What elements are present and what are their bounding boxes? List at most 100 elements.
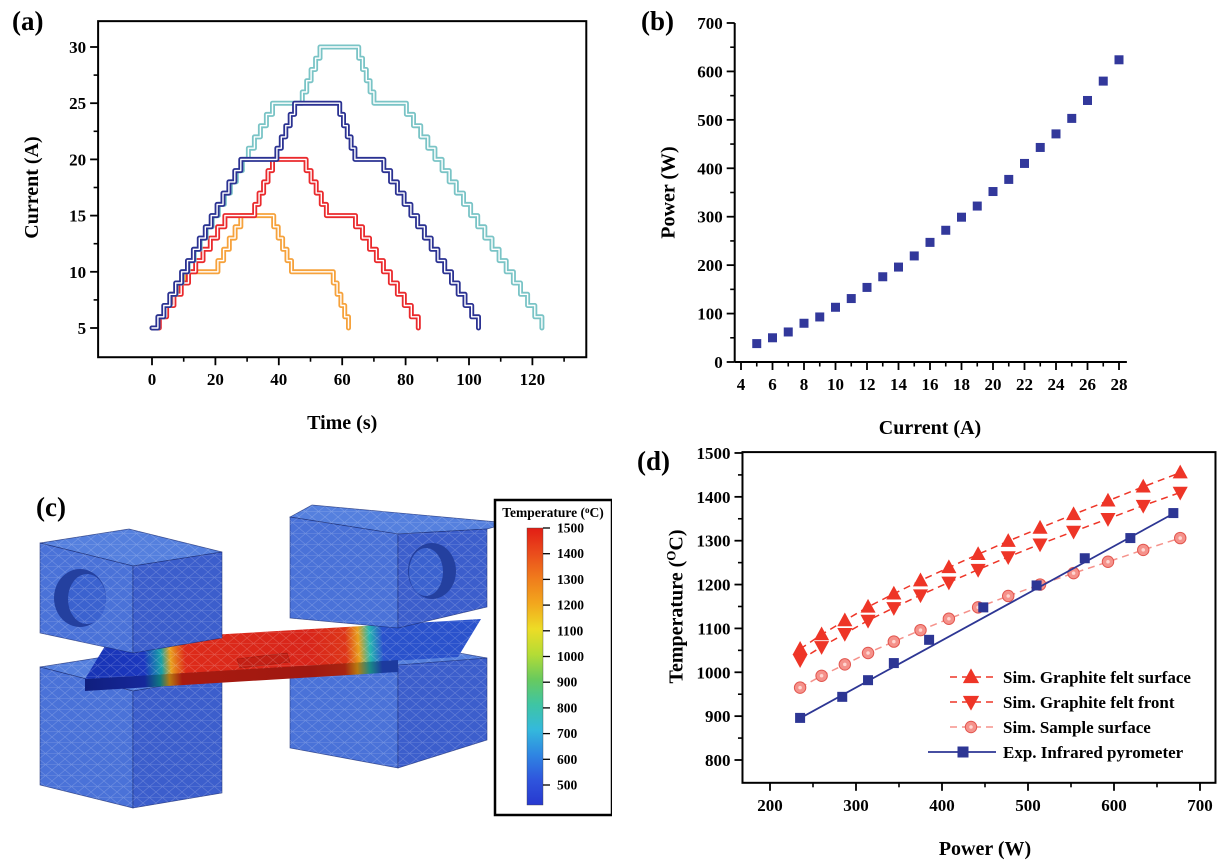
colorbar-tick-label: 600 <box>557 752 578 767</box>
series-25-a-cycle <box>149 100 481 331</box>
triangle-down-marker <box>1100 513 1116 527</box>
square-marker <box>795 712 806 723</box>
legend-entry: Exp. Infrared pyrometer <box>928 743 1184 762</box>
x-tick-label: 700 <box>1187 796 1213 815</box>
triangle-up-marker <box>941 559 957 574</box>
y-axis-title: Power (W) <box>658 146 680 238</box>
triangle-down-marker <box>941 576 957 591</box>
legend-label: Sim. Graphite felt front <box>1003 693 1175 712</box>
y-axis-title: Temperature (OC) <box>663 529 687 683</box>
triangle-down-marker <box>912 589 929 604</box>
y-tick-label: 30 <box>69 38 86 57</box>
colorbar-tick-label: 1100 <box>557 623 584 638</box>
x-tick-label: 0 <box>148 370 157 389</box>
triangle-down-marker <box>814 641 830 655</box>
square-marker <box>752 339 762 349</box>
triangle-up-marker <box>837 612 853 627</box>
chart-power-vs-current: 4 6 8 10 12 14 16 18 20 22 24 26 28 0 100 200 300 400 500 6… <box>658 14 1128 439</box>
tick-marks <box>726 22 1120 370</box>
scatter-power-vs-current <box>752 55 1124 349</box>
triangle-up-marker <box>792 640 808 655</box>
legend-label: Sim. Sample surface <box>1003 718 1151 737</box>
square-marker <box>1031 580 1042 591</box>
square-marker <box>957 212 966 222</box>
series-20-a-cycle <box>149 156 421 331</box>
triangle-down-marker <box>837 627 853 642</box>
y-tick-label: 1300 <box>696 532 730 551</box>
x-tick-label: 100 <box>456 370 482 389</box>
x-axis-title: Power (W) <box>939 838 1031 860</box>
y-tick-label: 100 <box>697 305 723 324</box>
panel-b-label: (b) <box>641 6 674 36</box>
y-tick-label: 600 <box>697 62 723 81</box>
colorbar-tick-label: 700 <box>557 726 578 741</box>
panel-d-label: (d) <box>637 446 670 476</box>
circle-marker <box>942 612 956 625</box>
y-tick-labels: 800 900 1000 1100 1200 1300 1400 1500 <box>696 445 730 770</box>
y-tick-label: 25 <box>69 94 86 113</box>
triangle-up-marker <box>1135 478 1151 493</box>
right-upper-electrode-block <box>288 504 510 629</box>
x-tick-label: 28 <box>1111 375 1128 394</box>
axes-panel-a: 0 20 40 60 80 100 120 5 10 15 20 25 30 Time (s) Curren… <box>21 20 588 434</box>
square-marker <box>957 746 969 758</box>
square-marker <box>1083 95 1092 105</box>
y-tick-label: 20 <box>69 150 86 169</box>
square-marker <box>894 262 903 272</box>
x-tick-label: 60 <box>334 370 351 389</box>
x-tick-label: 14 <box>890 375 908 394</box>
panel-c-label: (c) <box>36 492 66 522</box>
triangle-up-marker <box>962 668 980 684</box>
x-tick-label: 26 <box>1079 375 1096 394</box>
square-marker <box>888 658 899 669</box>
x-tick-label: 8 <box>800 375 809 394</box>
colorbar: Temperature (oC)1500 1400 1300 1200 1100 1000… <box>493 498 612 817</box>
x-tick-label: 500 <box>1015 796 1041 815</box>
triangle-up-marker <box>1172 464 1188 479</box>
legend-entry: Sim. Sample surface <box>950 718 1151 737</box>
y-tick-label: 10 <box>69 263 86 282</box>
left-upper-electrode-block <box>39 528 223 654</box>
x-axis-title: Current (A) <box>879 417 981 439</box>
square-marker <box>972 201 982 211</box>
y-tick-label: 5 <box>78 319 87 338</box>
triangle-down-marker <box>970 563 986 578</box>
x-tick-label: 24 <box>1048 375 1066 394</box>
y-tick-label: 0 <box>714 353 723 372</box>
legend-label: Sim. Graphite felt surface <box>1003 668 1191 687</box>
y-tick-label: 1000 <box>696 663 730 682</box>
x-tick-label: 40 <box>270 370 287 389</box>
circle-marker <box>1174 531 1187 545</box>
square-marker <box>1168 508 1179 519</box>
square-marker <box>799 318 809 328</box>
y-tick-label: 1400 <box>696 488 730 507</box>
cooling-hole-left <box>54 569 106 627</box>
colorbar-tick-label: 1500 <box>557 521 584 536</box>
x-tick-label: 80 <box>397 370 414 389</box>
y-tick-label: 200 <box>697 256 723 275</box>
triangle-up-marker <box>814 626 830 641</box>
tick-marks <box>90 46 565 366</box>
triangle-down-marker <box>962 695 980 711</box>
square-marker <box>878 272 888 282</box>
triangle-down-marker <box>1135 499 1151 514</box>
triangle-up-marker <box>1100 492 1116 507</box>
chart-current-vs-time: 0 20 40 60 80 100 120 5 10 15 20 25 30 Time (s) Curren… <box>21 20 588 434</box>
square-marker <box>925 237 935 247</box>
y-tick-label: 1100 <box>697 619 730 638</box>
x-tick-label: 18 <box>953 375 970 394</box>
square-marker <box>831 302 840 312</box>
y-tick-label: 1500 <box>696 445 730 463</box>
y-tick-label: 900 <box>705 707 731 726</box>
x-tick-label: 20 <box>985 375 1002 394</box>
series-exp-infrared-pyrometer <box>795 508 1179 723</box>
x-tick-labels: 0 20 40 60 80 100 120 <box>148 370 545 389</box>
square-marker <box>1020 158 1029 168</box>
triangle-down-marker <box>1172 486 1188 501</box>
y-axis-title: Current (A) <box>21 136 43 238</box>
circle-marker <box>793 681 807 694</box>
y-tick-label: 15 <box>69 207 86 226</box>
y-tick-labels: 0 100 200 300 400 500 600 700 <box>697 14 723 372</box>
x-tick-labels: 200 300 400 500 600 700 <box>757 796 1213 815</box>
series-sim-graphite-felt-front <box>792 486 1188 669</box>
